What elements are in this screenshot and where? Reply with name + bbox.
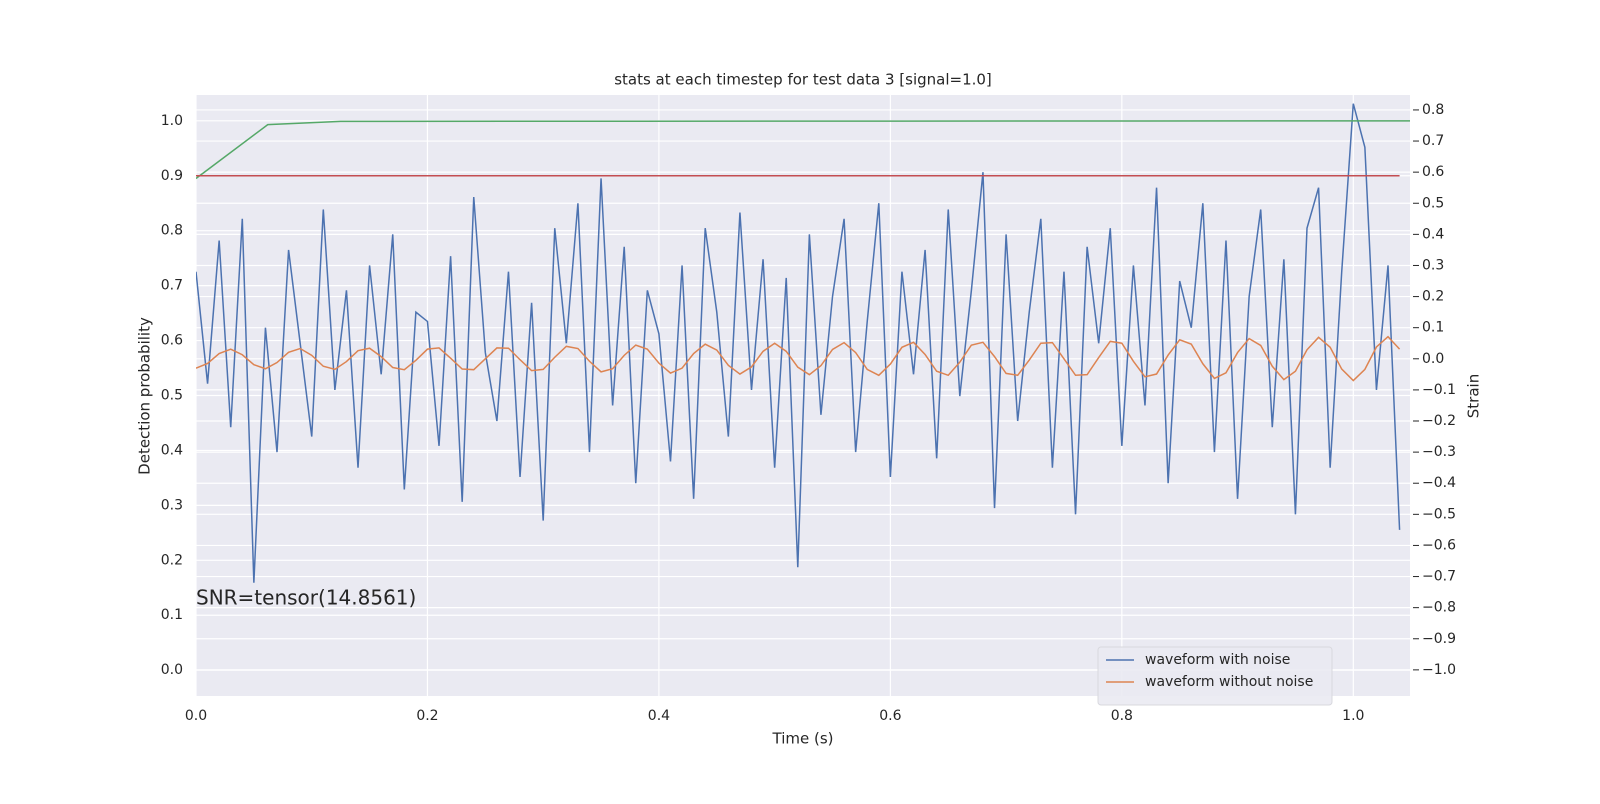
y2-tick-label: 0.8 [1422, 102, 1444, 118]
y-tick-label: 1.0 [161, 113, 183, 129]
y-tick-label: 0.6 [161, 333, 183, 349]
annotation: SNR=tensor(14.8561) [196, 585, 416, 609]
y2-tick-label: −0.3 [1422, 444, 1456, 460]
y2-tick-label: −1.0 [1422, 662, 1456, 678]
y2-tick-label: −0.1 [1422, 382, 1456, 398]
y-tick-label: 0.7 [161, 278, 183, 294]
y2-tick-label: −0.8 [1422, 600, 1456, 616]
y2-tick-label: 0.1 [1422, 320, 1444, 336]
x-tick-label: 0.2 [416, 708, 438, 724]
y-axis-label: Detection probability [136, 317, 154, 475]
y2-tick-label: −0.4 [1422, 475, 1456, 491]
x-tick-label: 1.0 [1342, 708, 1364, 724]
x-tick-label: 0.6 [879, 708, 901, 724]
y-tick-label: 0.9 [161, 168, 183, 184]
y2-tick-label: 0.3 [1422, 257, 1444, 273]
y2-tick-label: −0.2 [1422, 413, 1456, 429]
y2-tick-label: −0.6 [1422, 537, 1456, 553]
y2-tick-label: 0.0 [1422, 351, 1444, 367]
y-tick-label: 0.8 [161, 223, 183, 239]
y2-tick-label: 0.2 [1422, 289, 1444, 305]
y-tick-label: 0.0 [161, 662, 183, 678]
legend-label: waveform with noise [1145, 652, 1290, 668]
y-tick-label: 0.1 [161, 607, 183, 623]
y-tick-label: 0.4 [161, 442, 183, 458]
legend-box [1097, 646, 1333, 706]
y2-axis-label: Strain [1465, 374, 1483, 418]
series-line [196, 103, 1401, 583]
x-axis-label: Time (s) [772, 730, 834, 748]
y-tick-label: 0.5 [161, 388, 183, 404]
y2-tick-label: 0.7 [1422, 133, 1444, 149]
y2-tick-label: 0.4 [1422, 226, 1444, 242]
y2-tick-label: 0.5 [1422, 195, 1444, 211]
y-tick-label: 0.3 [161, 497, 183, 513]
y2-tick-label: 0.6 [1422, 164, 1444, 180]
series-line [196, 335, 1401, 382]
x-tick-label: 0.4 [648, 708, 670, 724]
y2-tick-label: −0.7 [1422, 569, 1456, 585]
y2-tick-label: −0.9 [1422, 631, 1456, 647]
chart-title: stats at each timestep for test data 3 [… [614, 71, 992, 89]
x-tick-label: 0.8 [1111, 708, 1133, 724]
y2-tick-label: −0.5 [1422, 506, 1456, 522]
x-tick-label: 0.0 [185, 708, 207, 724]
legend-label: waveform without noise [1145, 674, 1313, 690]
y-tick-label: 0.2 [161, 552, 183, 568]
series-line [196, 120, 1410, 180]
